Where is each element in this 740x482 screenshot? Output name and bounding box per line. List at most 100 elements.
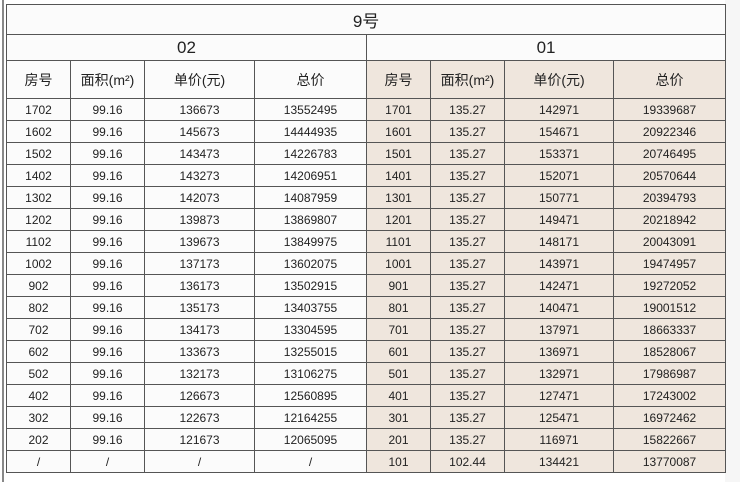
table-row: 602 99.16 133673 13255015 601 135.27 136971 185… xyxy=(6,340,727,363)
cell-total-price: 13849975 xyxy=(254,230,367,253)
header-unit-price: 单价(元) xyxy=(144,60,255,99)
cell-room-number: 1202 xyxy=(6,208,71,231)
table-row: / / //101 102.44 134421 13770087 xyxy=(6,450,727,473)
cell-area: 99.16 xyxy=(70,384,145,407)
cell-room-number: 1101 xyxy=(366,230,431,253)
cell-room-number: 1102 xyxy=(6,230,71,253)
cell-area: 135.27 xyxy=(430,120,505,143)
cell-total-price: 19474957 xyxy=(612,252,727,275)
cell-area: 135.27 xyxy=(430,384,505,407)
cell-unit-price: 137173 xyxy=(144,252,255,275)
cell-unit-price: 136971 xyxy=(504,340,614,363)
cell-unit-price: 143273 xyxy=(144,164,255,187)
cell-area: / xyxy=(70,450,145,473)
header-area: 面积(m²) xyxy=(70,60,145,99)
cell-area: 99.16 xyxy=(70,120,145,143)
cell-area: 135.27 xyxy=(430,208,505,231)
cell-area: 99.16 xyxy=(70,142,145,165)
cell-area: 102.44 xyxy=(430,450,505,473)
cell-total-price: 13770087 xyxy=(612,450,727,473)
cell-unit-price: 142971 xyxy=(504,98,614,121)
cell-unit-price: 136173 xyxy=(144,274,255,297)
cell-unit-price: 116971 xyxy=(504,428,614,451)
table-row: 1102 99.16 139673 13849975 1101 135.27 148171 2… xyxy=(6,230,727,253)
header-area: 面积(m²) xyxy=(430,60,505,99)
cell-total-price: 20922346 xyxy=(612,120,727,143)
cell-unit-price: 137971 xyxy=(504,318,614,341)
cell-area: 99.16 xyxy=(70,428,145,451)
cell-unit-price: 154671 xyxy=(504,120,614,143)
column-header-row: 房号 面积(m²) 单价(元) 总价 房号 面积(m²) 单价(元) 总价 xyxy=(6,60,727,99)
table-row: 1002 99.16 137173 13602075 1001 135.27 143971 1… xyxy=(6,252,727,275)
cell-area: 99.16 xyxy=(70,362,145,385)
table-row: 702 99.16 134173 13304595 701 135.27 137971 186… xyxy=(6,318,727,341)
header-room-number: 房号 xyxy=(366,60,431,99)
cell-room-number: 1302 xyxy=(6,186,71,209)
cell-room-number: 1002 xyxy=(6,252,71,275)
table-row: 302 99.16 122673 12164255 301 135.27 125471 169… xyxy=(6,406,727,429)
cell-room-number: 202 xyxy=(6,428,71,451)
cell-unit-price: 140471 xyxy=(504,296,614,319)
cell-area: 99.16 xyxy=(70,296,145,319)
cell-unit-price: 133673 xyxy=(144,340,255,363)
cell-room-number: 802 xyxy=(6,296,71,319)
header-unit-price: 单价(元) xyxy=(504,60,614,99)
unit-02-header: 02 xyxy=(6,34,367,61)
cell-area: 135.27 xyxy=(430,142,505,165)
cell-area: 135.27 xyxy=(430,428,505,451)
cell-area: 135.27 xyxy=(430,164,505,187)
cell-unit-price: 153371 xyxy=(504,142,614,165)
table-row: 502 99.16 132173 13106275 501 135.27 132971 179… xyxy=(6,362,727,385)
cell-room-number: 1201 xyxy=(366,208,431,231)
cell-area: 135.27 xyxy=(430,318,505,341)
cell-unit-price: 139673 xyxy=(144,230,255,253)
cell-area: 135.27 xyxy=(430,230,505,253)
cell-room-number: 702 xyxy=(6,318,71,341)
cell-area: 135.27 xyxy=(430,362,505,385)
cell-total-price: 13403755 xyxy=(254,296,367,319)
cell-area: 99.16 xyxy=(70,318,145,341)
cell-area: 99.16 xyxy=(70,98,145,121)
cell-unit-price: 149471 xyxy=(504,208,614,231)
cell-total-price: 13602075 xyxy=(254,252,367,275)
cell-total-price: 20570644 xyxy=(612,164,727,187)
cell-total-price: 12560895 xyxy=(254,384,367,407)
cell-room-number: 601 xyxy=(366,340,431,363)
cell-room-number: 901 xyxy=(366,274,431,297)
cell-unit-price: 142073 xyxy=(144,186,255,209)
cell-unit-price: 143473 xyxy=(144,142,255,165)
cell-total-price: 13552495 xyxy=(254,98,367,121)
cell-area: 135.27 xyxy=(430,340,505,363)
cell-room-number: / xyxy=(6,450,71,473)
cell-area: 135.27 xyxy=(430,274,505,297)
cell-unit-price: 152071 xyxy=(504,164,614,187)
cell-room-number: 1701 xyxy=(366,98,431,121)
cell-room-number: 201 xyxy=(366,428,431,451)
cell-total-price: 15822667 xyxy=(612,428,727,451)
cell-unit-price: 143971 xyxy=(504,252,614,275)
cell-total-price: 20746495 xyxy=(612,142,727,165)
cell-unit-price: 126673 xyxy=(144,384,255,407)
unit-row: 02 01 xyxy=(6,34,727,61)
cell-room-number: 902 xyxy=(6,274,71,297)
cell-room-number: 1501 xyxy=(366,142,431,165)
unit-01-header: 01 xyxy=(365,34,727,61)
cell-unit-price: 135173 xyxy=(144,296,255,319)
cell-total-price: 19272052 xyxy=(612,274,727,297)
table-row: 902 99.16 136173 13502915 901 135.27 142471 192… xyxy=(6,274,727,297)
cell-room-number: 1702 xyxy=(6,98,71,121)
cell-total-price: 13869807 xyxy=(254,208,367,231)
cell-total-price: 20394793 xyxy=(612,186,727,209)
header-total-price: 总价 xyxy=(612,60,727,99)
cell-total-price: 13304595 xyxy=(254,318,367,341)
cell-unit-price: 121673 xyxy=(144,428,255,451)
cell-total-price: 19339687 xyxy=(612,98,727,121)
cell-area: 135.27 xyxy=(430,406,505,429)
cell-area: 99.16 xyxy=(70,186,145,209)
cell-total-price: 18663337 xyxy=(612,318,727,341)
cell-total-price: 20043091 xyxy=(612,230,727,253)
cell-total-price: 14226783 xyxy=(254,142,367,165)
right-margin xyxy=(725,0,740,482)
cell-total-price: / xyxy=(254,450,367,473)
cell-total-price: 14087959 xyxy=(254,186,367,209)
